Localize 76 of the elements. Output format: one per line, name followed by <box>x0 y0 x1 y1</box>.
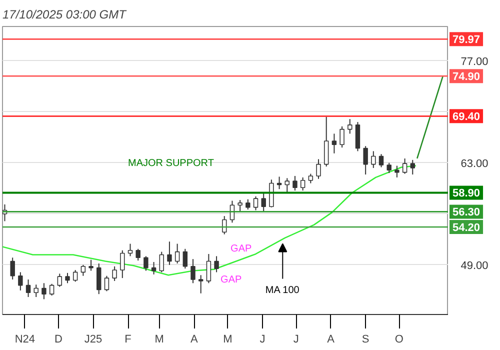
candlestick <box>292 175 298 192</box>
candlestick <box>65 272 70 284</box>
candlestick <box>57 273 62 288</box>
candlestick <box>144 256 148 272</box>
candlestick <box>112 266 117 282</box>
x-tick-label: M <box>154 334 164 346</box>
candlestick <box>394 165 400 178</box>
candlestick <box>49 283 54 296</box>
ref-line-label: 58.90 <box>452 188 480 200</box>
annotation: MA 100 <box>265 284 300 296</box>
candlestick <box>34 284 38 298</box>
x-tick-label: A <box>190 334 198 346</box>
ref-line-label: 56.30 <box>452 206 480 219</box>
candlestick <box>80 264 86 276</box>
candlestick <box>159 251 164 273</box>
candlestick <box>246 198 250 210</box>
x-tick-label: S <box>362 334 370 346</box>
candlestick <box>284 178 290 193</box>
candlestick <box>410 159 415 176</box>
candlestick <box>167 241 172 266</box>
candlestick <box>206 253 212 284</box>
candlestick <box>238 200 242 212</box>
candlestick <box>151 262 156 275</box>
x-tick-label: O <box>394 334 404 346</box>
candlestick <box>386 162 392 174</box>
candlestick <box>104 275 110 292</box>
x-tick-label: A <box>327 334 336 346</box>
annotation: GAP <box>220 274 242 286</box>
candlestick <box>363 146 368 176</box>
candlestick <box>378 154 384 168</box>
candlestick <box>72 270 78 282</box>
candlestick <box>128 243 133 257</box>
x-tick-label: N24 <box>14 334 36 346</box>
candlestick <box>332 133 337 154</box>
chart-title: 17/10/2025 03:00 GMT <box>2 8 128 22</box>
candlestick <box>120 250 125 279</box>
candlestick <box>182 248 188 270</box>
candlestick <box>198 274 204 294</box>
annotation: MAJOR SUPPORT <box>128 158 214 170</box>
x-tick-label: F <box>124 334 132 346</box>
annotation: GAP <box>230 244 252 255</box>
ref-line-label: 69.40 <box>452 111 480 124</box>
candlestick <box>355 122 360 152</box>
candlestick <box>214 256 219 273</box>
candlestick <box>10 257 15 280</box>
x-tick-label: J25 <box>84 334 102 346</box>
y-tick-label: 49.00 <box>460 260 488 272</box>
candlestick <box>276 176 282 190</box>
candlestick <box>340 126 344 148</box>
candlestick <box>261 192 266 212</box>
y-tick-label: 77.00 <box>460 56 488 68</box>
x-tick-label: J <box>293 334 299 346</box>
candlestick <box>96 262 102 295</box>
candlestick <box>26 279 31 298</box>
x-tick-label: M <box>223 334 232 346</box>
candlestick <box>324 116 329 167</box>
candlestick <box>316 158 321 180</box>
candlestick <box>18 272 23 291</box>
y-tick-label: 63.00 <box>460 158 488 170</box>
candlestick <box>190 258 196 284</box>
candlestick <box>42 282 46 300</box>
candlestick <box>253 196 258 211</box>
candlestick <box>88 259 94 272</box>
candlestick <box>308 173 314 184</box>
x-tick-label: D <box>54 334 63 346</box>
candlestick <box>300 176 306 192</box>
ref-line-label: 54.20 <box>452 222 480 234</box>
candlestick <box>269 179 274 208</box>
x-tick-label: J <box>260 334 266 346</box>
candlestick <box>371 150 376 168</box>
candlestick <box>136 248 140 262</box>
ref-line-label: 79.97 <box>452 34 480 46</box>
ref-line-label: 74.90 <box>452 71 480 84</box>
candlestick <box>402 158 408 174</box>
candlestick <box>348 118 352 134</box>
candlestick <box>174 243 180 264</box>
